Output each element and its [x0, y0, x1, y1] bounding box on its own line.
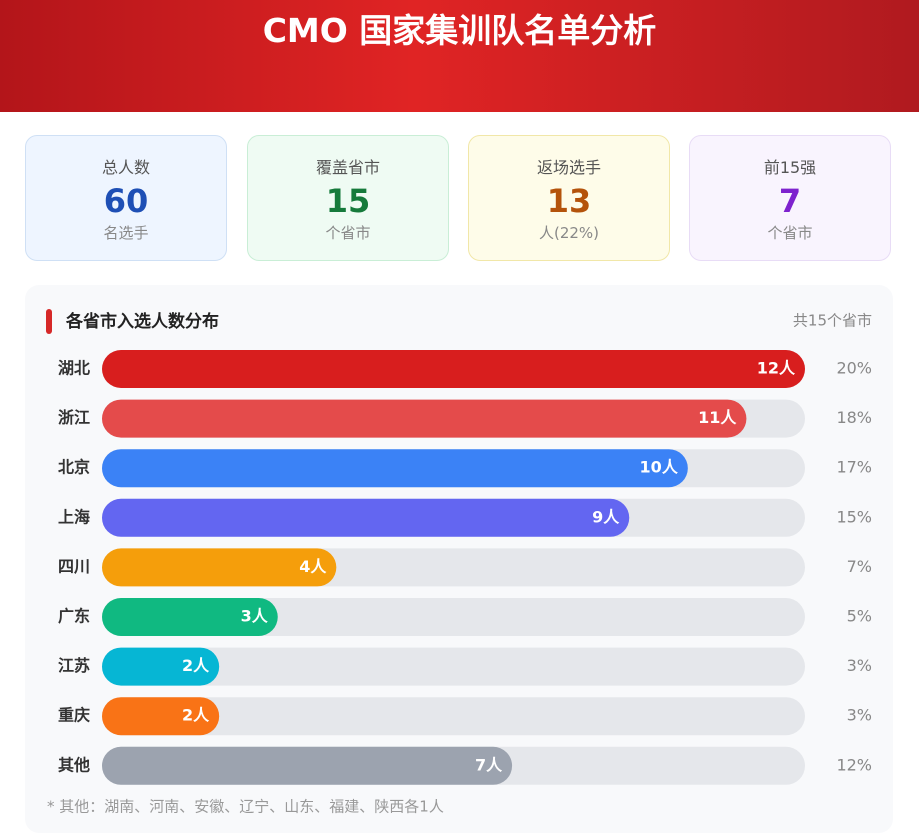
- bar-track: [102, 647, 805, 686]
- chart: 各省市入选人数分布 共15个省市 * 其他：湖南、河南、安徽、辽宁、山东、福建、…: [46, 309, 872, 816]
- value-label: 10人: [640, 458, 679, 477]
- share-label: 18%: [836, 408, 872, 427]
- stat-value: 15: [325, 182, 371, 220]
- stat-unit: 个省市: [767, 224, 813, 242]
- bar: [102, 697, 220, 736]
- bar: [102, 746, 513, 785]
- bar-track: [102, 598, 805, 636]
- value-label: 2人: [182, 706, 210, 725]
- stat-unit: 个省市: [325, 224, 371, 242]
- stat-label: 覆盖省市: [315, 158, 380, 177]
- bar: [102, 647, 220, 686]
- value-label: 2人: [182, 656, 210, 675]
- chart-panel: 各省市入选人数分布 共15个省市 * 其他：湖南、河南、安徽、辽宁、山东、福建、…: [25, 285, 893, 833]
- category-label: 广东: [58, 607, 90, 626]
- bar: [102, 498, 630, 537]
- stat-label: 总人数: [101, 158, 150, 177]
- stat-card: 总人数 60 名选手: [25, 135, 227, 261]
- share-label: 15%: [836, 507, 872, 526]
- bar-track: [102, 697, 805, 736]
- share-label: 17%: [836, 458, 872, 477]
- footnote: * 其他：湖南、河南、安徽、辽宁、山东、福建、陕西各1人: [47, 798, 444, 816]
- chart-note: 共15个省市: [793, 312, 872, 330]
- bar: [102, 399, 747, 438]
- bar: [102, 350, 805, 388]
- value-label: 11人: [698, 408, 737, 427]
- stat-unit: 人(22%): [538, 224, 600, 242]
- share-label: 7%: [847, 557, 872, 576]
- category-label: 北京: [58, 458, 90, 477]
- stat-label: 返场选手: [536, 158, 601, 177]
- share-label: 5%: [847, 607, 872, 626]
- stat-value: 60: [103, 182, 149, 220]
- value-label: 9人: [592, 507, 620, 526]
- category-label: 浙江: [58, 408, 90, 427]
- share-label: 12%: [836, 755, 872, 774]
- share-label: 3%: [847, 706, 872, 725]
- share-label: 3%: [847, 656, 872, 675]
- value-label: 7人: [475, 755, 503, 774]
- bar: [102, 598, 278, 636]
- stat-card: 前15强 7 个省市: [689, 135, 891, 261]
- value-label: 3人: [241, 607, 269, 626]
- stat-label: 前15强: [763, 158, 817, 177]
- category-label: 江苏: [58, 656, 90, 675]
- bar: [102, 449, 688, 488]
- value-label: 12人: [757, 359, 796, 378]
- category-label: 湖北: [58, 359, 90, 378]
- share-label: 20%: [836, 359, 872, 378]
- category-label: 四川: [58, 557, 90, 576]
- page-title: CMO 国家集训队名单分析: [262, 11, 657, 50]
- stat-value: 7: [778, 182, 802, 220]
- stat-unit: 名选手: [103, 224, 149, 242]
- value-label: 4人: [299, 557, 327, 576]
- stat-card: 返场选手 13 人(22%): [468, 135, 670, 261]
- category-label: 其他: [58, 755, 90, 774]
- category-label: 上海: [58, 507, 90, 526]
- chart-title: 各省市入选人数分布: [65, 311, 219, 332]
- title-accent: [46, 309, 52, 334]
- stat-value: 13: [546, 182, 592, 220]
- stat-card: 覆盖省市 15 个省市: [247, 135, 449, 261]
- header: CMO 国家集训队名单分析: [0, 0, 919, 112]
- bar: [102, 548, 337, 587]
- category-label: 重庆: [58, 706, 90, 725]
